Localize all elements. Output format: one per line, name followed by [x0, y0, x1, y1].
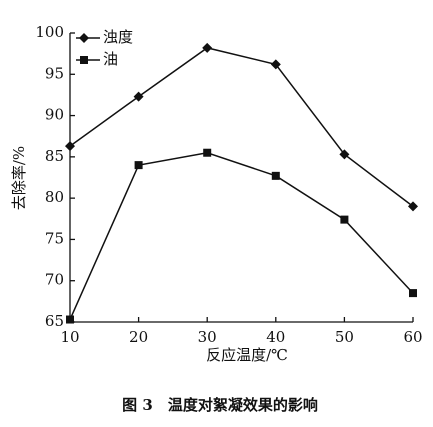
- y-tick-label: 90: [45, 106, 64, 124]
- axes: [69, 33, 413, 323]
- legend-label: 浊度: [103, 28, 133, 46]
- diamond-marker: [79, 33, 89, 43]
- y-tick-label: 85: [45, 147, 64, 165]
- y-tick-label: 75: [45, 229, 64, 247]
- x-tick-label: 20: [129, 328, 148, 346]
- diamond-marker: [133, 91, 144, 102]
- caption: 图 3 温度对絮凝效果的影响: [122, 396, 318, 414]
- y-tick-label: 80: [45, 188, 64, 206]
- square-marker: [134, 161, 143, 170]
- x-tick-label: 30: [198, 328, 217, 346]
- diamond-marker: [65, 141, 75, 152]
- square-marker: [66, 315, 74, 324]
- square-marker: [80, 56, 88, 64]
- square-marker: [271, 171, 280, 180]
- x-axis-label: 反应温度/℃: [206, 346, 288, 364]
- square-marker: [203, 148, 212, 157]
- y-axis-label: 去除率/%: [10, 146, 28, 210]
- y-tick-label: 100: [35, 23, 64, 41]
- square-marker: [409, 289, 417, 298]
- series-line: [69, 47, 414, 207]
- x-tick-label: 10: [60, 328, 79, 346]
- y-tick-label: 70: [45, 271, 64, 289]
- diamond-marker: [339, 149, 350, 160]
- square-marker: [340, 215, 349, 224]
- legend-label: 油: [103, 50, 118, 68]
- y-tick-label: 65: [45, 312, 64, 330]
- x-tick-label: 40: [266, 328, 285, 346]
- x-tick-label: 50: [335, 328, 354, 346]
- y-tick-label: 95: [45, 64, 64, 82]
- diamond-marker: [270, 59, 281, 70]
- x-tick-label: 60: [403, 328, 422, 346]
- diamond-marker: [202, 42, 213, 53]
- diamond-marker: [408, 201, 418, 212]
- series-line: [69, 151, 414, 320]
